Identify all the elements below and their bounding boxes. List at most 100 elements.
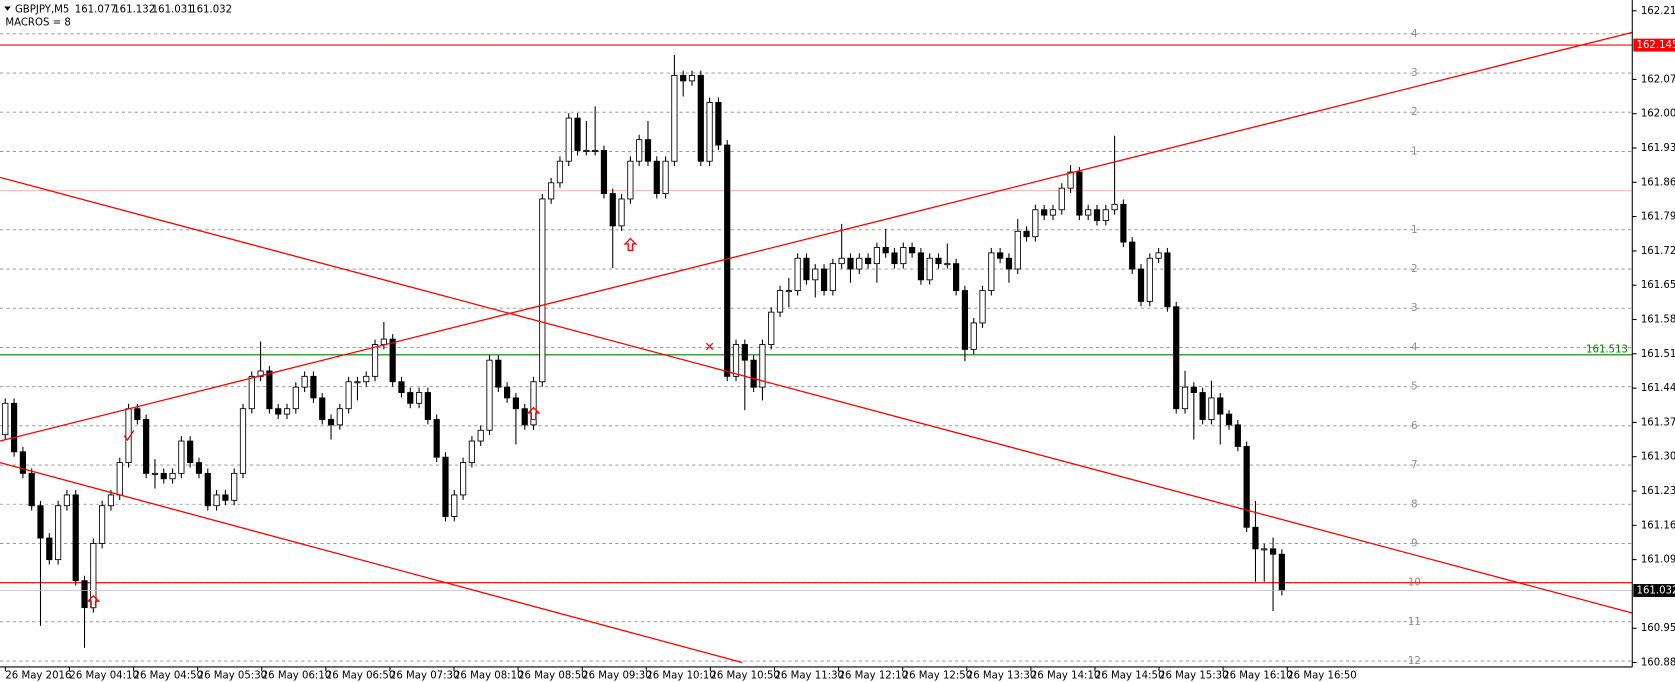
candle-body [160,472,167,480]
y-tick-label: 161.445 [1641,383,1675,394]
candle-body [424,392,431,420]
candle-body [556,160,564,184]
candle-body [944,263,951,266]
candle-body [697,75,704,162]
candle-body [107,494,115,507]
candle-body [1269,548,1277,555]
x-tick-label: 26 May 10:50 [710,671,780,682]
level-label: 6 [1411,421,1417,432]
trendline [0,461,743,664]
candle-body [55,505,62,561]
candle-body [275,408,282,415]
candle-body [688,75,696,82]
candle-body [10,402,18,453]
candle-body [134,408,141,420]
candle-body [116,462,123,496]
candle-body [1181,386,1189,410]
candle-body [759,344,766,388]
level-label: 1 [1411,146,1417,157]
candle-body [1208,397,1215,420]
candle-body [1225,413,1233,426]
line-label: 161.513 [1586,344,1628,355]
candle-body [785,290,792,293]
y-tick-label: 161.165 [1641,520,1675,531]
candle-body [231,472,238,501]
candle-body [345,381,352,410]
candle-body [706,101,713,162]
y-tick-label: 161.305 [1641,452,1675,463]
x-tick-label: 26 May 09:30 [582,671,652,682]
candle-body [548,182,555,200]
candle-body [1067,171,1074,189]
x-tick-label: 26 May 12:10 [839,671,909,682]
candle-body [1014,230,1021,270]
x-tick-label: 26 May 11:30 [774,671,844,682]
x-tick-label: 26 May 14:10 [1031,671,1101,682]
level-label: 4 [1411,342,1417,353]
candle-body [864,257,872,265]
candle-body [169,472,176,480]
candle-body [1005,257,1013,270]
x-tick-label: 26 May 08:10 [454,671,524,682]
candle-body [495,359,502,388]
candle-body [248,375,255,410]
x-tick-label: 26 May 10:10 [646,671,716,682]
candle-body [451,494,458,517]
candle-body [1261,548,1268,551]
y-tick-label: 161.725 [1641,246,1675,257]
candle-body [239,408,247,474]
candle-body [477,429,484,442]
candle-body [99,505,106,544]
candle-body [371,344,379,377]
y-tick-label: 162.075 [1641,74,1675,85]
candle-body [953,263,960,292]
candle-body [600,150,608,194]
candle-body [1199,392,1206,420]
candle-body [442,456,449,517]
level-label: 2 [1411,107,1417,118]
level-label: 11 [1408,617,1421,628]
candle-body [143,419,150,474]
symbol: GBPJPY,M5 [15,5,69,16]
candle-body [838,257,845,265]
candle-body [715,101,722,146]
candle-body [618,198,625,227]
candle-body [820,268,828,292]
candle-body [521,408,528,426]
candle-body [750,359,757,388]
y-tick-label: 161.865 [1641,177,1675,188]
candle-body [1041,209,1048,216]
candle-body [327,419,335,426]
candle-body [1049,209,1057,216]
candle-body [1129,241,1136,270]
level-label: 12 [1408,656,1421,667]
candle-body [812,268,819,281]
candle-body [1278,553,1285,591]
candle-body [1243,445,1250,528]
candle-body [935,257,942,265]
dropdown-icon[interactable] [4,6,11,11]
quote-open: 161.077 [75,5,117,16]
candle-body [37,505,44,539]
trendline [0,31,1633,442]
level-label: 8 [1411,499,1417,510]
y-tick-label: 161.375 [1641,417,1675,428]
candle-body [592,150,599,152]
candle-body [178,440,185,474]
candle-body [2,402,9,436]
candle-body [354,381,361,384]
marker-up [86,594,101,609]
y-tick-label: 160.955 [1641,623,1675,634]
candle-body [653,160,660,194]
y-tick-label: 161.515 [1641,349,1675,360]
candle-body [415,392,423,404]
candle-body [997,252,1004,259]
candle-body [504,386,511,399]
candle-body [776,290,784,313]
candle-body [486,359,493,431]
y-tick-label: 161.655 [1641,280,1675,291]
candle-body [873,247,880,265]
candle-body [1085,209,1092,216]
